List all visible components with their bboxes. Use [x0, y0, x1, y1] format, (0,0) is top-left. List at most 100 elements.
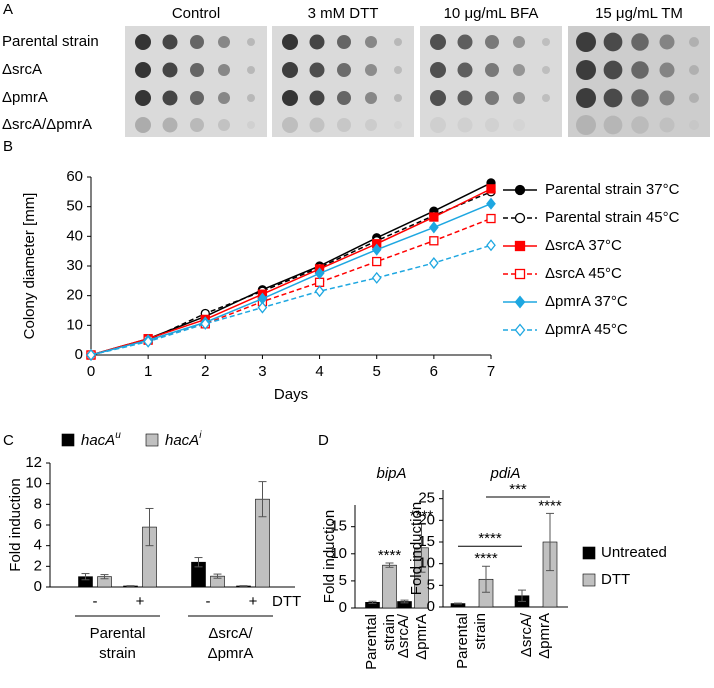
colony-spot: [430, 90, 446, 106]
colony-spot: [631, 89, 649, 107]
y-tick-label: 20: [66, 287, 83, 304]
legend-swatch: [145, 433, 159, 447]
colony-spot: [689, 93, 699, 103]
significance: ****: [410, 507, 434, 524]
legend-superscript: i: [199, 430, 202, 441]
strain-label: ΔsrcA: [2, 61, 42, 78]
colony-spot: [162, 34, 178, 50]
marker: [371, 243, 382, 256]
marker: [314, 277, 325, 287]
colony-spot: [135, 117, 151, 133]
error-bar: [81, 573, 90, 581]
x-tick-label: -: [206, 593, 211, 610]
x-tick-label: 1: [144, 363, 152, 380]
colony-spot: [659, 117, 675, 133]
error-bar: [454, 602, 462, 605]
error-bar: [239, 585, 248, 587]
error-bar: [145, 507, 154, 547]
error-bar: [400, 599, 409, 604]
x-tick-label: 6: [430, 363, 438, 380]
colony-spot: [247, 66, 255, 74]
colony-spot: [365, 36, 377, 48]
error-bar: [213, 573, 222, 579]
colony-spot: [337, 35, 351, 49]
colony-spot: [457, 90, 473, 106]
x-tick-label: ΔsrcA/: [518, 612, 535, 657]
x-tick-label: 5: [373, 363, 381, 380]
colony-spot: [603, 115, 623, 135]
x-tick-label: 7: [487, 363, 495, 380]
group-label: strain: [99, 645, 136, 662]
colony-spot: [485, 63, 499, 77]
y-tick-label: 10: [66, 316, 83, 333]
strain-label: Parental strain: [2, 33, 99, 50]
y-tick-label: 60: [66, 168, 83, 185]
significance: ****: [378, 547, 402, 564]
y-tick-label: 25: [418, 490, 435, 507]
x-tick-label: 4: [315, 363, 323, 380]
colony-spot: [689, 37, 699, 47]
y-tick-label: 40: [66, 227, 83, 244]
colony-spot: [485, 35, 499, 49]
colony-spot: [631, 33, 649, 51]
colony-spot: [603, 88, 623, 108]
colony-spot: [659, 90, 675, 106]
colony-spot: [542, 38, 550, 46]
colony-spot: [309, 34, 325, 50]
y-tick-label: 0: [427, 598, 435, 615]
y-axis-label: Colony diameter [mm]: [21, 193, 38, 340]
y-tick-label: 15: [418, 533, 435, 550]
colony-spot: [162, 62, 178, 78]
legend-label: ΔsrcA 37°C: [545, 237, 622, 254]
marker: [314, 285, 325, 298]
x-tick-label: ΔpmrA: [536, 613, 553, 659]
colony-spot: [282, 90, 298, 106]
colony-spot: [485, 91, 499, 105]
x-tick-label: ΔsrcA/: [395, 613, 412, 658]
marker: [314, 267, 325, 280]
colony-spot: [603, 60, 623, 80]
legend-label: hacAi: [165, 430, 202, 449]
bar: [382, 564, 397, 609]
chart-title: pdiA: [489, 465, 520, 482]
marker: [429, 256, 439, 270]
colony-spot: [190, 35, 204, 49]
marker: [514, 212, 526, 224]
marker: [429, 212, 439, 222]
error-bar: [482, 565, 490, 593]
x-axis-label: DTT: [272, 593, 301, 610]
legend-superscript: u: [115, 430, 121, 441]
colony-spot: [689, 65, 699, 75]
y-axis-label: Fold induction: [408, 502, 425, 595]
y-tick-label: 15: [330, 518, 347, 535]
colony-spot: [190, 63, 204, 77]
condition-label: 15 μg/mL TM: [595, 5, 683, 22]
colony-spot: [309, 62, 325, 78]
colony-spot: [135, 90, 151, 106]
colony-spot: [513, 119, 525, 131]
colony-spot: [135, 34, 151, 50]
colony-spot: [218, 64, 230, 76]
colony-spot: [135, 62, 151, 78]
series-line: [90, 244, 492, 356]
legend-label: hacAu: [81, 430, 121, 449]
y-tick-label: 0: [34, 578, 42, 595]
marker: [486, 213, 496, 224]
colony-spot: [162, 117, 178, 133]
chart-title: bipA: [376, 465, 406, 482]
series-line: [90, 191, 492, 356]
colony-spot: [659, 34, 675, 50]
error-bar: [417, 522, 426, 573]
colony-spot: [457, 62, 473, 78]
colony-spot: [282, 117, 298, 133]
colony-spot: [576, 60, 596, 80]
colony-spot: [309, 117, 325, 133]
x-tick-label: 3: [258, 363, 266, 380]
y-tick-label: 12: [25, 454, 42, 471]
group-label: Parental: [90, 625, 146, 642]
colony-spot: [190, 118, 204, 132]
colony-spot: [394, 121, 402, 129]
colony-spot: [337, 91, 351, 105]
legend-label: Untreated: [601, 544, 667, 561]
marker: [514, 323, 526, 337]
